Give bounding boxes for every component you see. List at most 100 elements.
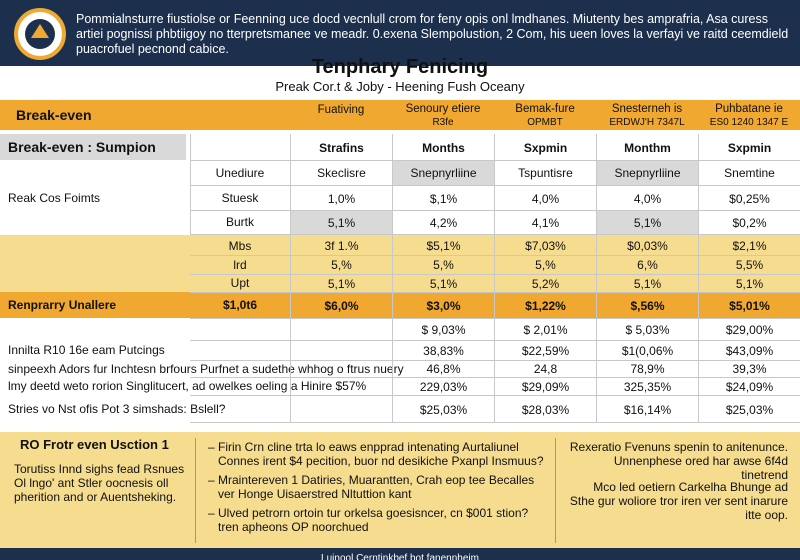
table-title: Break-even bbox=[16, 107, 92, 123]
row-line bbox=[190, 160, 800, 161]
table-cell: 5,% bbox=[331, 258, 352, 272]
table-cell: 24,8 bbox=[533, 362, 558, 376]
table-cell: 1,0% bbox=[327, 191, 356, 206]
table-cell: $22,59% bbox=[521, 343, 570, 358]
table-cell: Sxpmin bbox=[727, 140, 772, 155]
row-sublabel: Burtk bbox=[225, 215, 254, 229]
column-header: Fuativing bbox=[317, 104, 365, 116]
column-line bbox=[698, 134, 699, 422]
table-cell: Sxpmin bbox=[523, 140, 568, 155]
table-cell: $29,09% bbox=[521, 379, 570, 394]
table-cell: $5,01% bbox=[729, 298, 770, 313]
table-cell: Tspuntisre bbox=[518, 166, 573, 180]
divider bbox=[555, 438, 556, 543]
table-cell: 4,0% bbox=[531, 191, 560, 206]
table-cell: $5,1% bbox=[426, 239, 461, 253]
table-cell: 78,9% bbox=[630, 362, 665, 376]
table-cell: Monthm bbox=[624, 140, 671, 155]
table-cell: $0,25% bbox=[729, 191, 770, 206]
note-right: Mco led oetiern Carkelha Bhunge ad Sthe … bbox=[569, 480, 788, 522]
page-subtitle: Preak Cor.t & Joby - Heening Fush Oceany bbox=[275, 79, 525, 94]
table-cell: $,1% bbox=[429, 191, 458, 206]
logo bbox=[14, 8, 66, 60]
column-header: Puhbatane ie bbox=[715, 103, 783, 115]
table-cell: 38,83% bbox=[423, 343, 464, 358]
note-bullet: – Ulved petrorn ortoin tur orkelsa goesi… bbox=[206, 506, 546, 534]
row-band bbox=[0, 292, 800, 318]
footer: Luinool Cerntinkbef bot fanennheim bbox=[0, 548, 800, 560]
bullet-text: Ulved petrorn ortoin tur orkelsa goesisn… bbox=[218, 506, 529, 534]
table-cell: 6,% bbox=[637, 258, 658, 272]
header-band bbox=[0, 0, 800, 66]
table-cell: 5,1% bbox=[735, 276, 764, 291]
row-line bbox=[190, 210, 800, 211]
table-cell: $2,1% bbox=[732, 239, 767, 253]
table-cell: $6,0% bbox=[324, 298, 359, 313]
table-cell: $ 2,01% bbox=[523, 322, 568, 337]
row-sublabel: $1,0t6 bbox=[222, 298, 258, 312]
row-line bbox=[190, 360, 800, 361]
row-band bbox=[0, 235, 800, 292]
table-cell: 39,3% bbox=[732, 362, 767, 376]
table-cell: $25,03% bbox=[725, 402, 774, 417]
table-cell: 5,5% bbox=[735, 258, 764, 272]
table-cell: 5,1% bbox=[291, 211, 392, 234]
column-subheader: OPMBT bbox=[527, 117, 563, 128]
bullet-mark: – bbox=[208, 473, 219, 487]
table-cell: 4,0% bbox=[633, 191, 662, 206]
row-sublabel: Unediure bbox=[215, 165, 265, 180]
row-sublabel: Mbs bbox=[228, 238, 252, 253]
table-cell: $1,22% bbox=[525, 298, 566, 313]
row-line bbox=[190, 340, 800, 341]
note-bullet: – Mraintereven 1 Datiries, Muarantten, C… bbox=[206, 473, 546, 501]
column-line bbox=[494, 134, 495, 422]
table-cell: 3f 1.% bbox=[324, 239, 359, 253]
notes-text: Torutiss Innd sighs fead Rsnues Ol lngo'… bbox=[14, 462, 185, 504]
table-cell: $ 5,03% bbox=[625, 322, 670, 337]
row-line bbox=[190, 422, 800, 423]
table-cell: $29,00% bbox=[725, 322, 774, 337]
row-line bbox=[190, 377, 800, 378]
row-label: sinpeexh Adors fur Inchtesn brfours Purf… bbox=[8, 361, 404, 376]
table-cell: Snepnyrliine bbox=[597, 161, 698, 185]
table-cell: 325,35% bbox=[623, 379, 672, 394]
bullet-text: Mraintereven 1 Datiries, Muarantten, Cra… bbox=[218, 473, 535, 501]
table-cell: 46,8% bbox=[426, 362, 461, 376]
table-cell: $28,03% bbox=[521, 402, 570, 417]
table-cell: $3,0% bbox=[426, 298, 461, 313]
table-cell: $7,03% bbox=[525, 239, 566, 253]
table-cell: $1(0,06% bbox=[621, 343, 674, 358]
column-subheader: R3fe bbox=[432, 117, 454, 128]
column-header: Snesterneh is bbox=[611, 103, 683, 115]
table-cell: $24,09% bbox=[725, 379, 774, 394]
table-cell: $16,14% bbox=[623, 402, 672, 417]
table-cell: 5,% bbox=[433, 258, 454, 272]
table-cell: 5,1% bbox=[633, 276, 662, 291]
table-cell: 4,1% bbox=[531, 215, 560, 230]
table-cell: Months bbox=[422, 140, 465, 155]
note-bullet: – Firin Crn cline trta lo eaws enpprad i… bbox=[206, 440, 546, 468]
row-line bbox=[190, 274, 800, 275]
row-label: Reak Cos Foimts bbox=[8, 191, 101, 205]
table-cell: 5,% bbox=[535, 258, 556, 272]
column-line bbox=[290, 134, 291, 422]
table-cell: 4,2% bbox=[429, 215, 458, 230]
row-sublabel: lrd bbox=[233, 257, 247, 272]
row-label: Stries vo Nst ofis Pot 3 simshads: Bslel… bbox=[8, 402, 226, 416]
row-label: lmy deetd weto rorion Singlitucert, ad o… bbox=[8, 379, 367, 393]
table-cell: 5,1% bbox=[327, 276, 356, 291]
table-cell: Skeclisre bbox=[317, 166, 366, 180]
notes-band bbox=[0, 432, 800, 550]
row-sublabel: Stuesk bbox=[221, 191, 259, 205]
page-title: Tenphary Fenicing bbox=[311, 56, 489, 78]
table-cell: $43,09% bbox=[725, 343, 774, 358]
column-line bbox=[596, 134, 597, 422]
row-line bbox=[190, 395, 800, 396]
notes-heading: RO Frotr even Usction 1 bbox=[20, 437, 169, 452]
note-right: Rexeratio Fvenuns spenin to anitenunce. … bbox=[569, 440, 788, 482]
row-line bbox=[190, 234, 800, 235]
table-cell: Strafins bbox=[319, 140, 364, 155]
row-line bbox=[190, 255, 800, 256]
column-subheader: ES0 1240 1347 E bbox=[709, 117, 789, 128]
bullet-mark: – bbox=[208, 506, 219, 520]
